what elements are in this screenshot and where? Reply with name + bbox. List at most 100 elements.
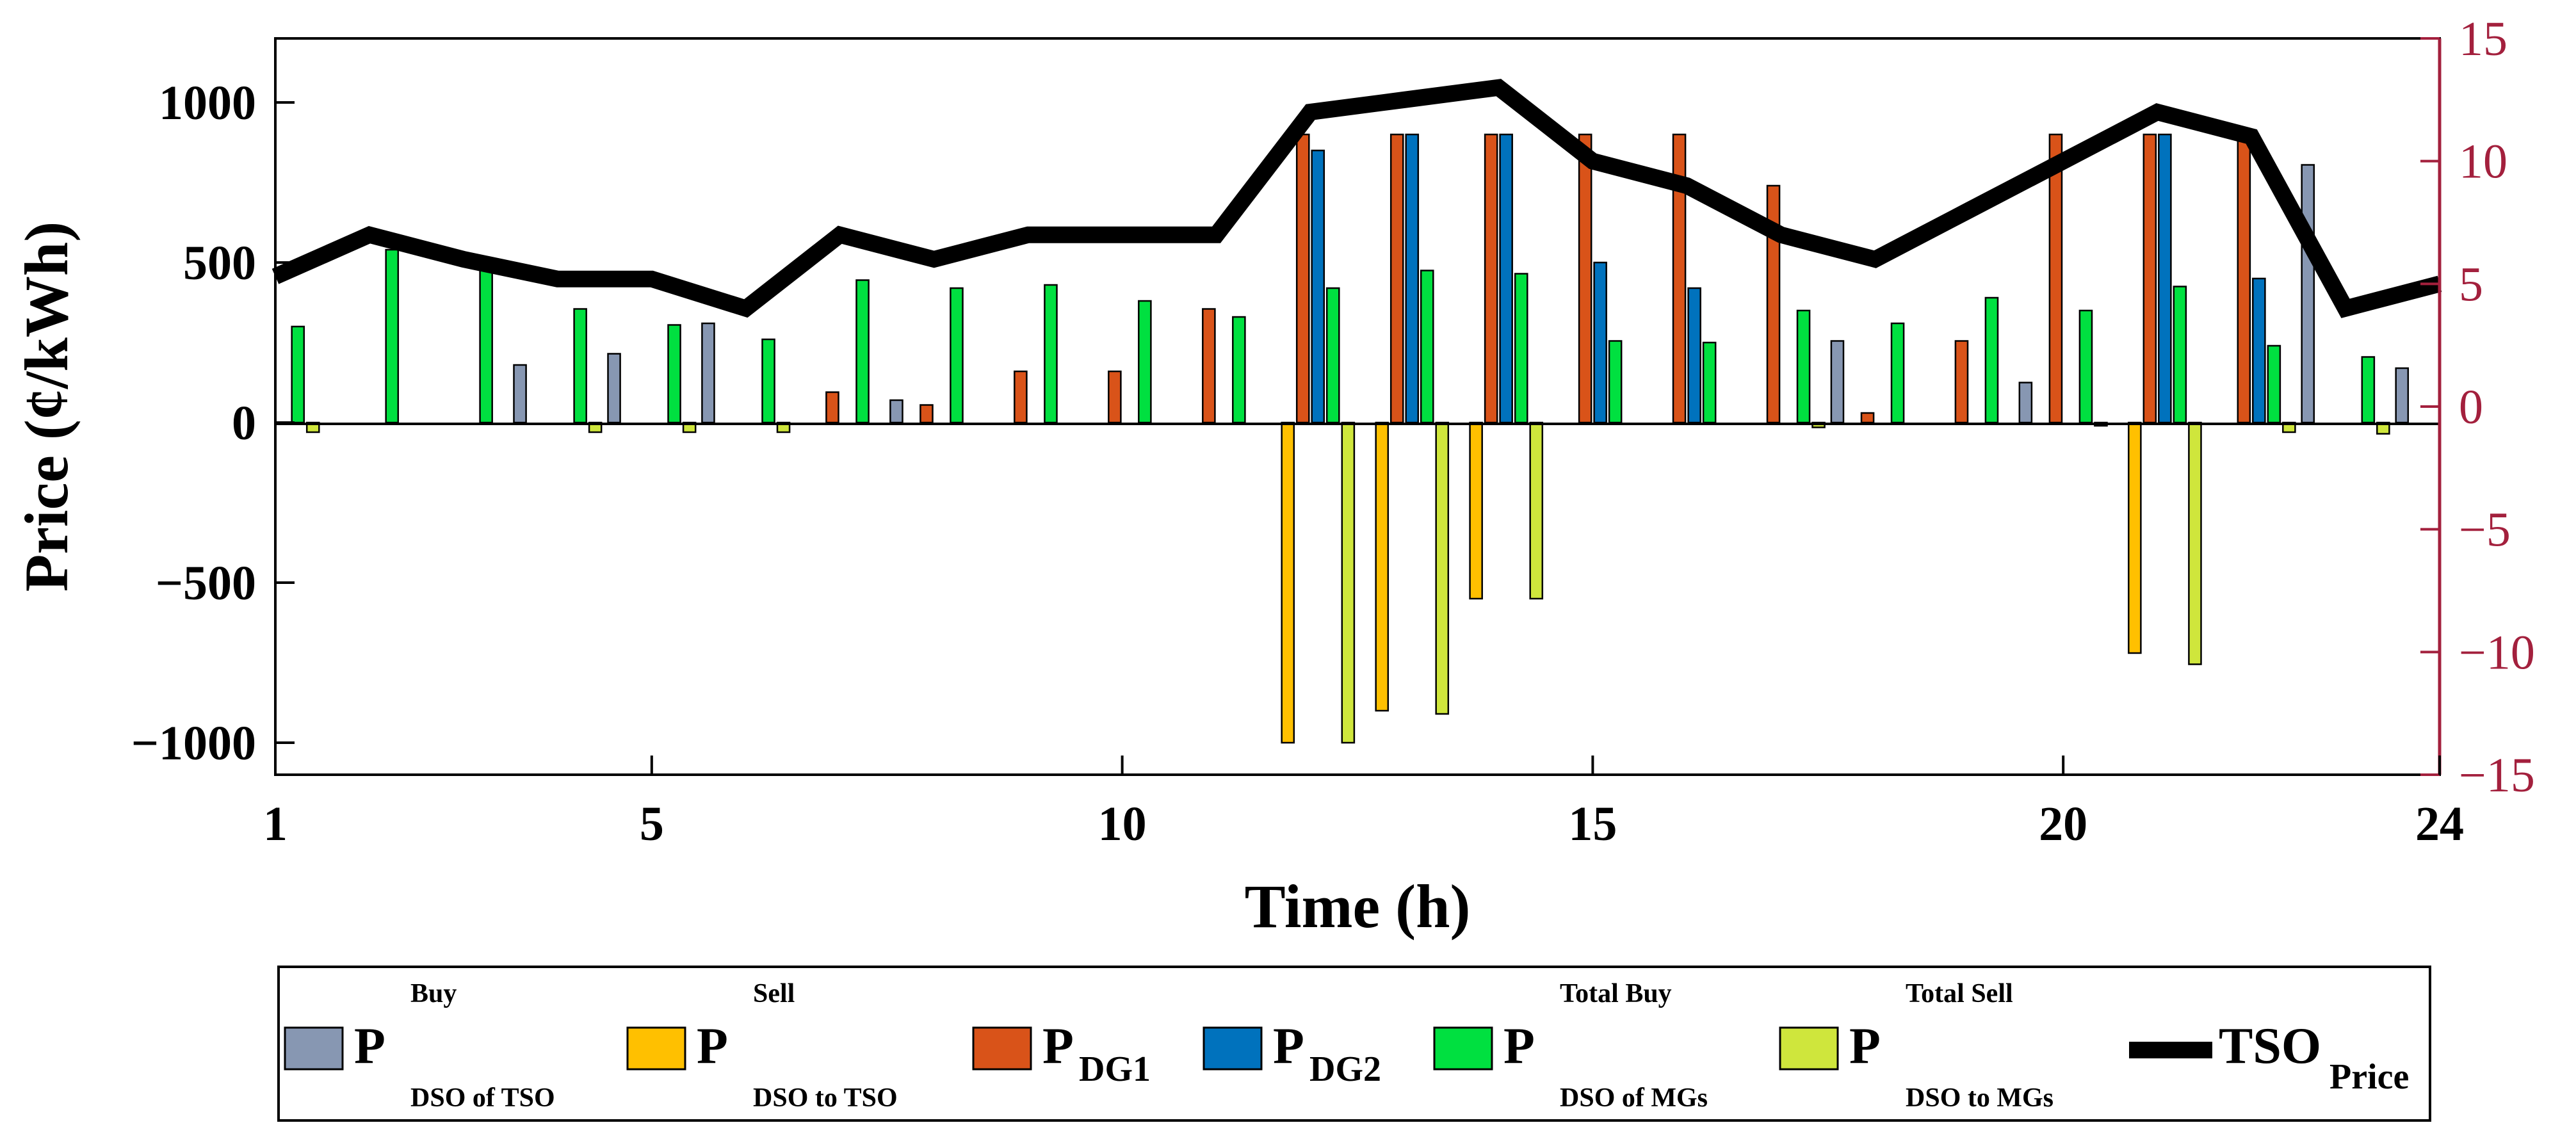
bar-buy_mgs-h11 xyxy=(1232,316,1246,424)
legend-subscript-buy_tso: DSO of TSO xyxy=(410,1083,555,1113)
bar-dg1-h10 xyxy=(1108,370,1122,424)
legend-superscript-sell_tso: Sell xyxy=(753,979,795,1008)
legend-label-dg1: P xyxy=(1042,1018,1074,1074)
bar-dg1-h8 xyxy=(919,404,934,424)
bar-buy_tso-h18 xyxy=(1830,340,1845,424)
bar-buy_tso-h20 xyxy=(2018,382,2033,424)
bar-dg1-h20 xyxy=(2048,133,2063,424)
bar-dg1-h13 xyxy=(1389,133,1404,424)
bar-sell_tso-h13 xyxy=(1375,421,1389,712)
y-tick-label: −500 xyxy=(156,556,256,610)
y2-tick-label: 0 xyxy=(2459,380,2483,434)
x-tick-label: 20 xyxy=(2039,797,2087,851)
y-tick-label: −1000 xyxy=(131,716,256,770)
bar-dg1-h9 xyxy=(1014,370,1028,424)
y2-tick-label: −15 xyxy=(2459,748,2535,802)
legend-box xyxy=(277,966,2431,1122)
legend-superscript-buy_mgs: Total Buy xyxy=(1560,979,1672,1008)
bar-buy_tso-h24 xyxy=(2395,367,2410,424)
x-axis-title: Time (h) xyxy=(1245,872,1471,941)
bar-buy_mgs-h15 xyxy=(1608,340,1623,424)
bar-buy_mgs-h6 xyxy=(761,338,775,424)
bar-sell_mgs-h12 xyxy=(1341,421,1356,744)
bar-dg1-h19 xyxy=(1954,340,1969,424)
y2-tick-label: 10 xyxy=(2459,135,2507,189)
bar-dg1-h21 xyxy=(2143,133,2157,424)
bar-buy_tso-h6 xyxy=(701,322,715,424)
legend-swatch-buy_mgs xyxy=(1433,1026,1493,1071)
legend-swatch-sell_tso xyxy=(626,1026,686,1071)
bar-dg1-h11 xyxy=(1202,308,1216,424)
bar-sell_tso-h12 xyxy=(1281,421,1295,744)
legend-swatch-sell_mgs xyxy=(1779,1026,1839,1071)
bar-dg1-h12 xyxy=(1295,133,1310,424)
legend-swatch-buy_tso xyxy=(284,1026,344,1071)
x-tick-label: 15 xyxy=(1568,797,1617,851)
legend-swatch-dg1 xyxy=(972,1026,1032,1071)
y-tick-label: 500 xyxy=(183,236,256,290)
bar-buy_mgs-h19 xyxy=(1984,296,1999,424)
legend-superscript-buy_tso: Buy xyxy=(410,979,457,1008)
tso-price-line xyxy=(271,79,2442,318)
legend-subscript-tso_price: Price xyxy=(2329,1057,2409,1097)
bar-sell_mgs-h13 xyxy=(1435,421,1450,715)
bar-dg1-h15 xyxy=(1578,133,1592,424)
bar-dg1-h7 xyxy=(825,391,839,424)
bar-buy_mgs-h21 xyxy=(2173,286,2187,424)
x-tick-label: 5 xyxy=(640,797,664,851)
bar-buy_mgs-h16 xyxy=(1702,341,1717,424)
bar-buy_tso-h5 xyxy=(607,353,621,424)
x-tick-label: 24 xyxy=(2415,797,2464,851)
legend-label-dg2: P xyxy=(1273,1018,1304,1074)
legend-swatch-dg2 xyxy=(1203,1026,1263,1071)
bar-buy_mgs-h1 xyxy=(291,325,305,424)
bar-dg1-h18 xyxy=(1860,412,1875,424)
bar-buy_mgs-h12 xyxy=(1325,287,1340,424)
legend-subscript-dg1: DG1 xyxy=(1079,1049,1151,1089)
legend-label-buy_tso: P xyxy=(354,1018,385,1074)
bar-buy_mgs-h20 xyxy=(2078,309,2093,424)
bar-buy_tso-h23 xyxy=(2301,164,2315,424)
y-tick-label: 0 xyxy=(232,396,256,450)
bar-sell_tso-h14 xyxy=(1469,421,1483,600)
bar-buy_mgs-h9 xyxy=(1044,284,1058,424)
bar-dg1-h14 xyxy=(1484,133,1498,424)
bar-buy_mgs-h22 xyxy=(2267,344,2281,424)
bar-buy_mgs-h7 xyxy=(855,279,870,424)
legend-label-sell_tso: P xyxy=(697,1018,728,1074)
bar-dg2-h15 xyxy=(1593,261,1607,424)
legend-label-buy_mgs: P xyxy=(1503,1018,1535,1074)
y-axis-title: Price (¢/kWh) xyxy=(12,222,81,592)
x-tick-label: 10 xyxy=(1098,797,1147,851)
bar-buy_mgs-h2 xyxy=(385,248,400,424)
bar-buy_mgs-h8 xyxy=(950,287,964,424)
bar-dg2-h16 xyxy=(1687,287,1701,424)
bar-dg1-h22 xyxy=(2237,133,2251,424)
legend-subscript-sell_tso: DSO to TSO xyxy=(753,1083,898,1113)
y2-tick-label: 15 xyxy=(2459,12,2507,66)
y-tick-label: 1000 xyxy=(159,76,256,130)
y2-tick-label: −10 xyxy=(2459,626,2535,679)
x-tick-label: 1 xyxy=(263,797,288,851)
y2-tick-label: −5 xyxy=(2459,503,2511,557)
legend-superscript-sell_mgs: Total Sell xyxy=(1906,979,2013,1008)
bar-sell_mgs-h14 xyxy=(1529,421,1544,600)
bar-buy_mgs-h18 xyxy=(1890,322,1905,424)
bar-buy_mgs-h5 xyxy=(667,324,681,424)
bar-buy_mgs-h3 xyxy=(479,268,493,424)
bar-buy_mgs-h23 xyxy=(2361,356,2376,424)
legend-subscript-buy_mgs: DSO of MGs xyxy=(1560,1083,1708,1113)
bar-dg2-h13 xyxy=(1405,133,1420,424)
legend-subscript-sell_mgs: DSO to MGs xyxy=(1906,1083,2054,1113)
bar-buy_tso-h8 xyxy=(889,399,903,424)
y2-tick-label: 5 xyxy=(2459,257,2483,311)
legend-label-tso_price: TSO xyxy=(2219,1018,2321,1074)
bar-buy_tso-h4 xyxy=(513,364,527,424)
bar-dg2-h21 xyxy=(2158,133,2172,424)
bar-dg2-h14 xyxy=(1499,133,1513,424)
bar-buy_mgs-h14 xyxy=(1514,273,1528,424)
bar-buy_mgs-h4 xyxy=(573,308,587,424)
